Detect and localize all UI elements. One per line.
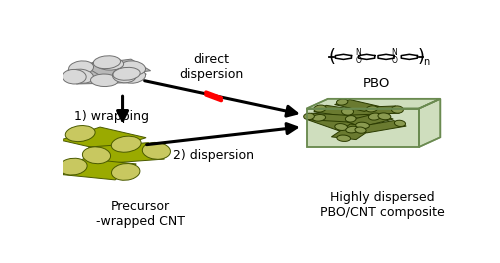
Text: 1) wrapping: 1) wrapping (74, 110, 149, 123)
Text: (: ( (328, 48, 336, 66)
Ellipse shape (58, 158, 87, 175)
Ellipse shape (355, 127, 366, 133)
Text: Highly dispersed
PBO/CNT composite: Highly dispersed PBO/CNT composite (320, 191, 444, 219)
Text: 2) dispersion: 2) dispersion (173, 149, 254, 161)
Ellipse shape (120, 61, 146, 75)
Polygon shape (68, 62, 146, 83)
Text: Precursor
-wrapped CNT: Precursor -wrapped CNT (96, 200, 184, 228)
Ellipse shape (368, 113, 381, 120)
Ellipse shape (346, 126, 359, 133)
Text: direct
dispersion: direct dispersion (180, 53, 244, 81)
Polygon shape (314, 105, 381, 120)
Ellipse shape (356, 122, 370, 129)
Ellipse shape (68, 61, 94, 75)
Ellipse shape (394, 120, 406, 127)
Ellipse shape (392, 106, 404, 113)
Polygon shape (332, 114, 394, 130)
Polygon shape (60, 127, 146, 151)
Polygon shape (419, 99, 440, 147)
Polygon shape (332, 124, 375, 140)
Ellipse shape (112, 136, 141, 152)
Polygon shape (334, 100, 380, 112)
Polygon shape (83, 59, 150, 77)
Polygon shape (72, 68, 126, 84)
Polygon shape (306, 109, 419, 147)
Ellipse shape (337, 135, 350, 141)
Ellipse shape (113, 67, 140, 80)
Ellipse shape (304, 113, 314, 120)
Ellipse shape (336, 99, 348, 105)
Ellipse shape (335, 124, 347, 130)
Ellipse shape (82, 147, 110, 164)
Ellipse shape (312, 114, 326, 121)
Polygon shape (62, 159, 136, 180)
Polygon shape (346, 106, 400, 115)
Text: O: O (392, 57, 397, 65)
Ellipse shape (90, 74, 118, 87)
Ellipse shape (342, 108, 353, 115)
Polygon shape (354, 121, 406, 133)
Ellipse shape (314, 105, 326, 112)
Polygon shape (68, 62, 146, 83)
Ellipse shape (378, 113, 391, 120)
Ellipse shape (142, 143, 171, 159)
Ellipse shape (112, 164, 140, 180)
Polygon shape (88, 143, 164, 164)
Ellipse shape (62, 69, 86, 84)
Text: O: O (356, 57, 362, 65)
Polygon shape (306, 113, 353, 122)
Ellipse shape (346, 116, 356, 122)
Ellipse shape (68, 69, 94, 83)
Text: N: N (356, 48, 362, 57)
Polygon shape (306, 99, 440, 109)
Ellipse shape (120, 69, 146, 83)
Text: ): ) (418, 48, 424, 66)
Ellipse shape (65, 125, 95, 141)
Polygon shape (308, 115, 363, 132)
Polygon shape (78, 63, 136, 81)
Text: PBO: PBO (362, 77, 390, 90)
Ellipse shape (96, 58, 124, 70)
Text: N: N (392, 48, 397, 57)
Ellipse shape (112, 68, 136, 83)
Text: n: n (424, 57, 430, 67)
Ellipse shape (94, 56, 120, 69)
Ellipse shape (366, 106, 378, 112)
